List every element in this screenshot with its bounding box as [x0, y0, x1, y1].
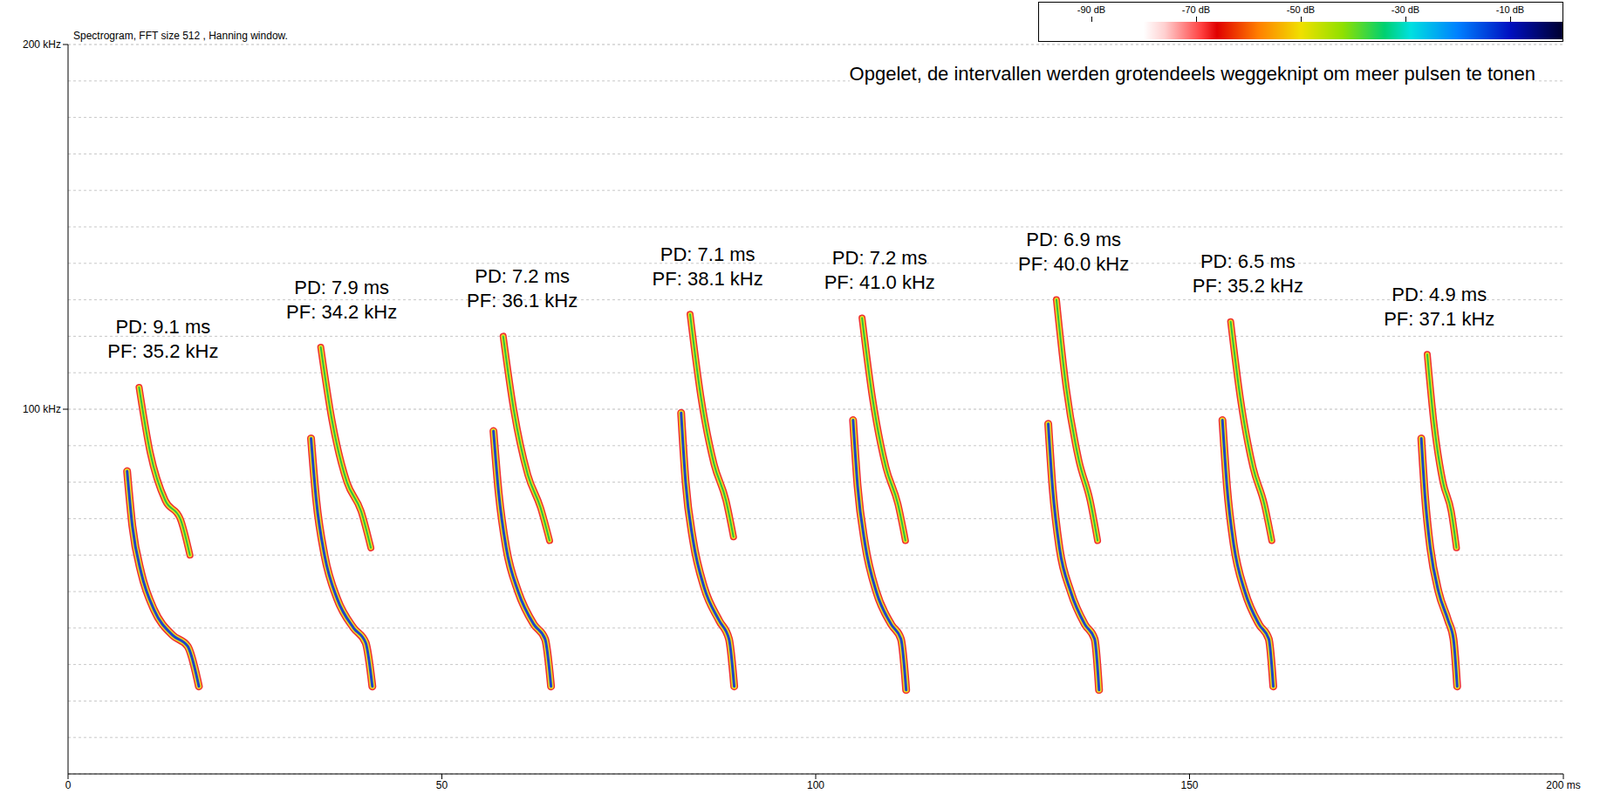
svg-text:PD: 9.1 ms: PD: 9.1 ms — [115, 315, 211, 338]
html-text:-50 dB: -50 dB — [1286, 4, 1315, 15]
html-text:Spectrogram, FFT size 512 , Ha: Spectrogram, FFT size 512 , Hanning wind… — [73, 29, 288, 42]
svg-text:PD: 7.2 ms: PD: 7.2 ms — [474, 265, 570, 288]
svg-text:200 ms: 200 ms — [1545, 779, 1580, 792]
svg-text:PD: 6.5 ms: PD: 6.5 ms — [1200, 250, 1296, 273]
svg-text:100 kHz: 100 kHz — [22, 403, 62, 416]
svg-text:200 kHz: 200 kHz — [22, 38, 62, 51]
html-text:-90 dB: -90 dB — [1077, 4, 1106, 15]
svg-text:PD: 7.2 ms: PD: 7.2 ms — [832, 246, 928, 269]
html-text:-10 dB: -10 dB — [1496, 4, 1525, 15]
svg-text:PD: 6.9 ms: PD: 6.9 ms — [1025, 228, 1122, 251]
svg-text:PD: 4.9 ms: PD: 4.9 ms — [1391, 283, 1487, 306]
svg-text:PF: 37.1 kHz: PF: 37.1 kHz — [1383, 307, 1495, 330]
html-text:-70 dB: -70 dB — [1181, 4, 1211, 15]
svg-text:PF: 34.2 kHz: PF: 34.2 kHz — [286, 300, 397, 323]
svg-text:PF: 41.0 kHz: PF: 41.0 kHz — [824, 271, 936, 294]
svg-text:PF: 38.1 kHz: PF: 38.1 kHz — [652, 267, 764, 290]
svg-text:PF: 35.2 kHz: PF: 35.2 kHz — [1192, 274, 1304, 297]
svg-text:PF: 36.1 kHz: PF: 36.1 kHz — [466, 289, 578, 312]
svg-text:150: 150 — [1180, 779, 1198, 792]
svg-text:PF: 40.0 kHz: PF: 40.0 kHz — [1018, 252, 1129, 275]
svg-text:50: 50 — [436, 779, 449, 792]
svg-text:0: 0 — [65, 779, 72, 792]
svg-text:PD: 7.9 ms: PD: 7.9 ms — [294, 276, 390, 299]
svg-text:PD: 7.1 ms: PD: 7.1 ms — [660, 243, 756, 266]
svg-text:100: 100 — [806, 779, 825, 792]
html-text:Opgelet, de intervallen werden: Opgelet, de intervallen werden grotendee… — [849, 62, 1536, 85]
svg-text:PF: 35.2 kHz: PF: 35.2 kHz — [107, 340, 219, 363]
html-text:-30 dB: -30 dB — [1391, 4, 1420, 15]
